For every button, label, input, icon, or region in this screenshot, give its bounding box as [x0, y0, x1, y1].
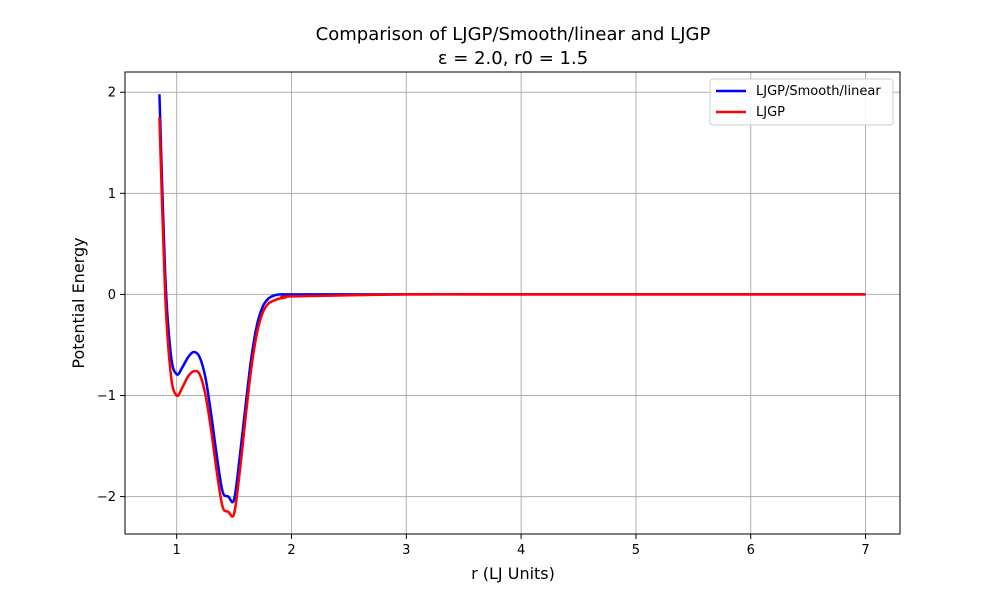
y-tick-label: −2: [97, 490, 116, 505]
y-tick-label: −1: [97, 389, 116, 404]
legend: LJGP/Smooth/linear LJGP: [709, 78, 894, 126]
plot-frame: [124, 71, 901, 535]
legend-label-ljgp-smooth-linear: LJGP/Smooth/linear: [756, 84, 881, 99]
x-tick-label: 3: [402, 543, 410, 558]
y-tick-label: 1: [108, 187, 116, 202]
x-tick-label: 5: [632, 543, 640, 558]
x-tick-label: 1: [173, 543, 181, 558]
legend-label-ljgp: LJGP: [756, 105, 785, 120]
x-axis-label: r (LJ Units): [471, 564, 555, 583]
legend-box: [709, 78, 894, 126]
x-tick-label: 2: [287, 543, 295, 558]
x-axis: 1 2 3 4 5 6 7: [173, 534, 870, 558]
y-tick-label: 0: [108, 288, 116, 303]
chart-title: Comparison of LJGP/Smooth/linear and LJG…: [316, 24, 711, 45]
series-line-ljgp: [158, 117, 866, 518]
x-tick-label: 7: [861, 543, 869, 558]
x-tick-label: 4: [517, 543, 525, 558]
series-lines: [158, 94, 866, 518]
y-axis-label: Potential Energy: [69, 237, 88, 368]
y-tick-label: 2: [108, 86, 116, 101]
chart-subtitle: ε = 2.0, r0 = 1.5: [438, 48, 588, 69]
x-tick-label: 6: [747, 543, 755, 558]
y-axis: 2 1 0 −1 −2: [97, 86, 125, 505]
